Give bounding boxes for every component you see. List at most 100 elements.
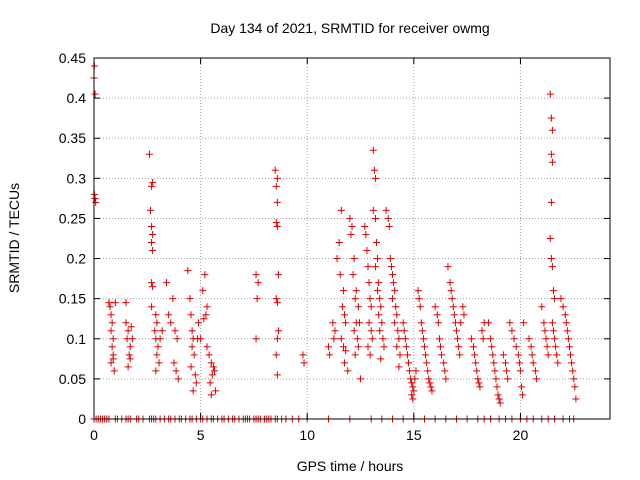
data-point bbox=[479, 335, 487, 343]
chart-title: Day 134 of 2021, SRMTID for receiver owm… bbox=[210, 20, 489, 36]
data-point bbox=[557, 295, 565, 303]
data-point bbox=[105, 299, 113, 307]
data-point bbox=[476, 383, 484, 391]
data-point bbox=[393, 311, 401, 319]
data-point bbox=[484, 319, 492, 327]
data-point bbox=[199, 287, 207, 295]
data-point bbox=[402, 343, 410, 351]
data-point bbox=[354, 303, 362, 311]
data-point bbox=[91, 90, 99, 98]
data-point bbox=[494, 391, 502, 399]
data-point bbox=[514, 351, 522, 359]
data-point bbox=[172, 367, 180, 375]
data-point bbox=[349, 271, 357, 279]
data-point bbox=[188, 343, 196, 351]
data-point bbox=[154, 343, 162, 351]
data-point bbox=[162, 279, 170, 287]
data-point bbox=[191, 371, 199, 379]
data-point bbox=[528, 351, 536, 359]
data-point bbox=[549, 327, 557, 335]
data-point bbox=[367, 327, 375, 335]
data-point bbox=[444, 263, 452, 271]
data-point bbox=[520, 319, 528, 327]
data-point bbox=[107, 327, 115, 335]
data-point bbox=[438, 351, 446, 359]
data-point bbox=[145, 150, 153, 158]
data-point bbox=[367, 303, 375, 311]
data-point bbox=[546, 235, 554, 242]
data-point bbox=[377, 303, 385, 311]
data-point bbox=[212, 387, 220, 395]
data-point bbox=[553, 351, 561, 359]
data-point bbox=[148, 182, 156, 190]
data-point bbox=[366, 295, 374, 303]
data-point bbox=[548, 126, 556, 134]
data-point bbox=[351, 351, 359, 359]
data-point bbox=[391, 287, 399, 295]
data-point bbox=[548, 319, 556, 327]
data-point bbox=[422, 351, 430, 359]
data-point bbox=[355, 319, 363, 327]
data-point bbox=[488, 343, 496, 351]
data-point bbox=[389, 271, 397, 279]
data-point bbox=[410, 387, 418, 395]
data-point bbox=[148, 239, 156, 247]
data-point bbox=[401, 335, 409, 343]
data-point bbox=[435, 335, 443, 343]
data-point bbox=[331, 327, 339, 335]
data-point bbox=[206, 379, 214, 387]
data-point bbox=[200, 315, 208, 323]
data-point bbox=[342, 319, 350, 327]
data-point bbox=[470, 343, 478, 351]
data-point bbox=[110, 367, 118, 375]
data-point bbox=[508, 327, 516, 335]
y-tick-label: 0.15 bbox=[59, 291, 86, 307]
data-point bbox=[532, 375, 540, 383]
data-point bbox=[365, 319, 373, 327]
data-point bbox=[273, 174, 281, 182]
data-point bbox=[201, 271, 209, 279]
data-point bbox=[551, 295, 559, 303]
data-point bbox=[567, 351, 575, 359]
data-point bbox=[203, 303, 211, 311]
data-point bbox=[416, 303, 424, 311]
y-tick-label: 0.3 bbox=[67, 170, 87, 186]
data-point bbox=[152, 311, 160, 319]
data-point bbox=[502, 359, 510, 367]
data-point bbox=[273, 299, 281, 307]
data-point bbox=[111, 299, 119, 307]
data-point bbox=[495, 395, 503, 403]
data-point bbox=[425, 375, 433, 383]
data-point bbox=[427, 383, 435, 391]
data-point bbox=[174, 375, 182, 383]
data-point bbox=[562, 319, 570, 327]
data-point bbox=[184, 267, 192, 275]
data-point bbox=[149, 247, 157, 255]
data-point bbox=[518, 383, 526, 391]
data-point bbox=[192, 379, 200, 387]
data-point bbox=[419, 335, 427, 343]
data-point bbox=[456, 351, 464, 359]
data-point bbox=[516, 367, 524, 375]
data-point bbox=[365, 279, 373, 287]
data-point bbox=[207, 359, 215, 367]
data-point bbox=[368, 335, 376, 343]
data-point bbox=[403, 351, 411, 359]
data-point bbox=[547, 198, 555, 206]
data-point bbox=[273, 198, 281, 206]
data-point bbox=[554, 359, 562, 367]
data-point bbox=[547, 150, 555, 158]
data-point bbox=[449, 303, 457, 311]
data-point bbox=[272, 182, 280, 190]
data-point bbox=[337, 335, 345, 343]
data-point bbox=[107, 311, 115, 319]
data-point bbox=[374, 287, 382, 295]
data-point bbox=[153, 319, 161, 327]
data-point bbox=[272, 295, 280, 303]
data-point bbox=[149, 283, 157, 291]
data-point bbox=[448, 295, 456, 303]
x-tick-label: 10 bbox=[299, 427, 315, 443]
data-point bbox=[273, 335, 281, 343]
data-point bbox=[344, 367, 352, 375]
data-point bbox=[426, 379, 434, 387]
